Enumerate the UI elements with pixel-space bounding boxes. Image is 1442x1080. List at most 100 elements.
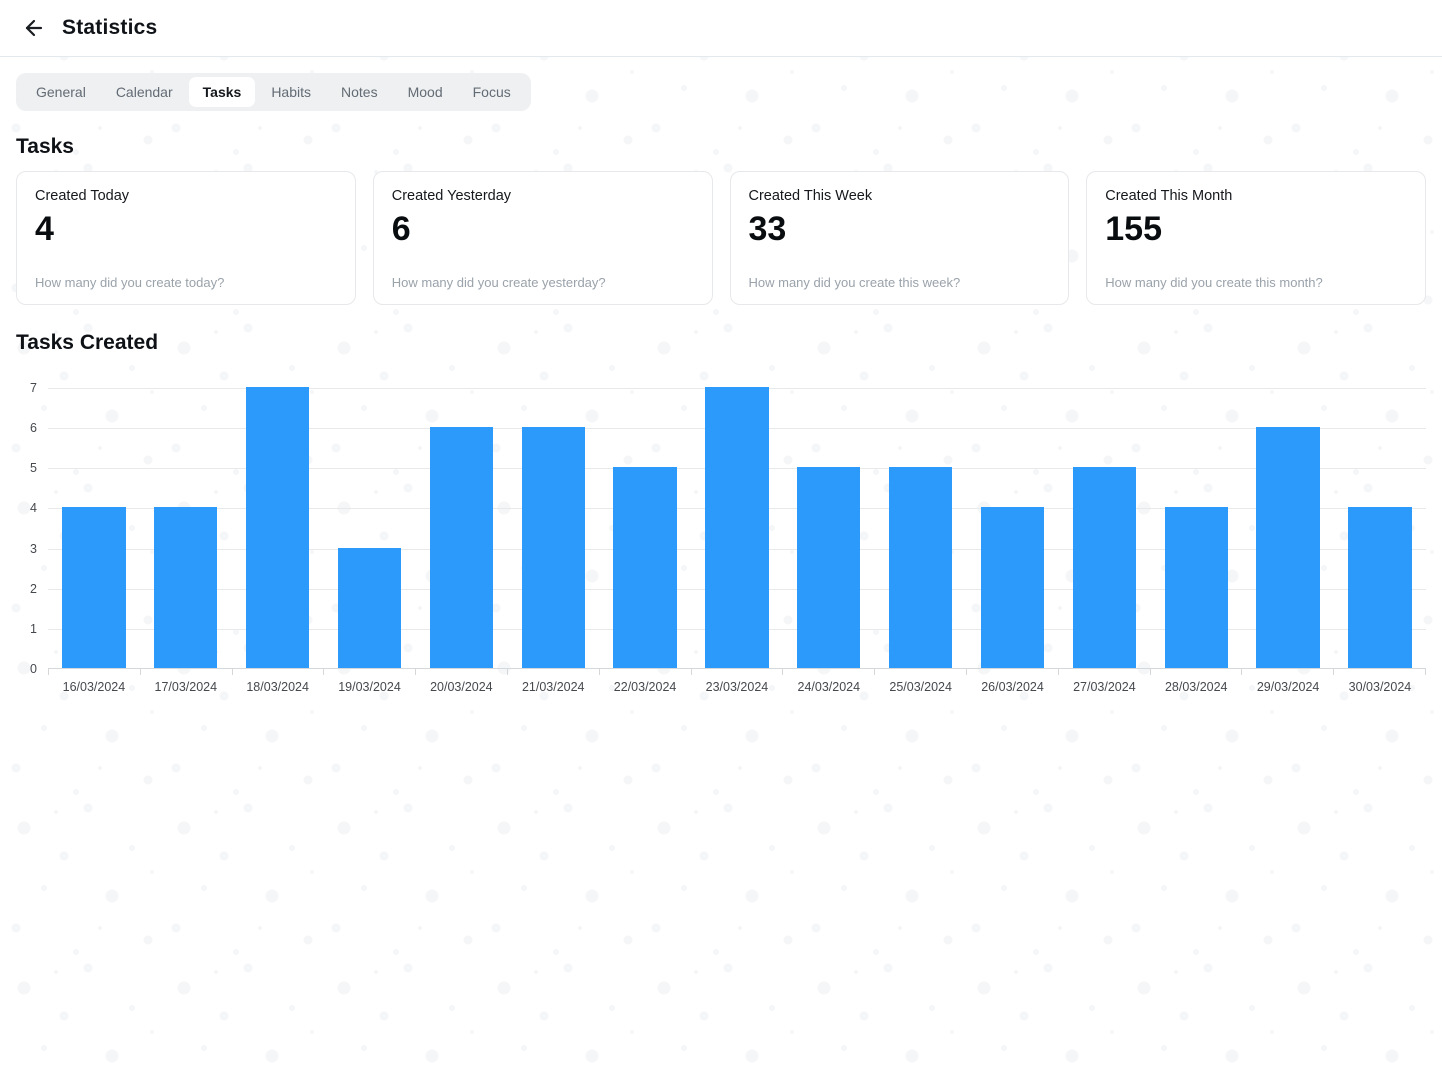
page-title: Statistics — [62, 16, 158, 39]
y-axis-label: 7 — [30, 380, 37, 395]
x-tick — [692, 669, 784, 675]
stat-card-created-this-month: Created This Month 155 How many did you cr… — [1086, 171, 1426, 305]
chart-bars — [48, 387, 1426, 668]
x-axis-label: 16/03/2024 — [62, 680, 126, 694]
bar-slot — [599, 388, 691, 668]
y-axis-label: 2 — [30, 581, 37, 596]
stat-card-value: 155 — [1105, 210, 1162, 248]
bar-slot — [1150, 388, 1242, 668]
bar-slot — [967, 388, 1059, 668]
bar-slot — [48, 388, 140, 668]
x-axis-label: 19/03/2024 — [338, 680, 401, 694]
y-axis-label: 6 — [30, 420, 37, 435]
stat-card-subtitle: How many did you create this month? — [1105, 275, 1323, 290]
x-axis-label: 24/03/2024 — [797, 680, 861, 694]
bar-slot — [232, 387, 324, 668]
chart-bar — [613, 467, 677, 668]
bar-slot — [507, 388, 599, 668]
stat-card-value: 33 — [748, 210, 787, 248]
x-axis-label: 20/03/2024 — [430, 680, 493, 694]
bar-slot — [1334, 388, 1426, 668]
x-axis-label: 22/03/2024 — [613, 680, 677, 694]
stat-card-subtitle: How many did you create yesterday? — [391, 275, 606, 290]
x-tick — [1334, 669, 1426, 675]
bar-slot — [875, 388, 967, 668]
x-axis-label: 30/03/2024 — [1348, 680, 1412, 694]
stat-card-created-yesterday: Created Yesterday 6 How many did you creat… — [372, 171, 713, 305]
chart-bar — [245, 387, 310, 668]
x-tick — [875, 669, 967, 675]
y-axis-label: 3 — [30, 541, 37, 556]
chart-x-labels: 16/03/2024 17/03/2024 18/03/2024 19/03/2024… — [48, 680, 1426, 694]
back-button[interactable] — [16, 10, 52, 46]
chart-bar — [337, 547, 402, 668]
x-tick — [508, 669, 600, 675]
chart-bar — [154, 507, 218, 668]
app-header: Statistics — [0, 0, 1442, 57]
chart-bar — [1072, 467, 1137, 668]
main-content: General Calendar Tasks Habits Notes Mood Focus… — [0, 57, 1442, 694]
chart-bar — [797, 467, 861, 668]
x-tick — [49, 669, 141, 675]
x-axis-label: 26/03/2024 — [981, 680, 1044, 694]
x-tick — [967, 669, 1059, 675]
bar-slot — [140, 388, 232, 668]
stat-card-value: 4 — [35, 210, 54, 248]
chart-bar — [62, 507, 126, 668]
stat-cards-row: Created Today 4 How many did you create to… — [16, 171, 1426, 305]
chart-bar — [888, 467, 953, 668]
stat-card-title: Created This Week — [748, 188, 873, 204]
x-tick — [141, 669, 233, 675]
chart-bar — [705, 387, 769, 668]
chart-bar — [1256, 427, 1320, 668]
x-axis-label: 25/03/2024 — [889, 680, 952, 694]
x-axis-label: 18/03/2024 — [246, 680, 309, 694]
y-axis-label: 4 — [30, 501, 37, 516]
x-axis-label: 23/03/2024 — [705, 680, 769, 694]
chart-plot-area — [48, 387, 1426, 669]
tab-general[interactable]: General — [22, 77, 100, 107]
chart-plot-column: 16/03/2024 17/03/2024 18/03/2024 19/03/2024… — [48, 387, 1426, 694]
chart-bar — [429, 427, 494, 668]
bar-slot — [415, 388, 507, 668]
tab-mood[interactable]: Mood — [394, 77, 457, 107]
x-axis-label: 28/03/2024 — [1164, 680, 1228, 694]
x-tick — [783, 669, 876, 675]
tab-tasks[interactable]: Tasks — [188, 77, 256, 107]
x-tick — [600, 669, 692, 675]
chart-x-ticks — [48, 669, 1426, 675]
stat-card-value: 6 — [391, 210, 411, 248]
bar-slot — [691, 387, 783, 668]
y-axis-label: 5 — [30, 461, 37, 476]
bar-slot — [1242, 388, 1334, 668]
stat-card-subtitle: How many did you create today? — [35, 275, 225, 290]
tab-notes[interactable]: Notes — [327, 77, 392, 107]
x-axis-label: 27/03/2024 — [1073, 680, 1136, 694]
chart-bar — [1348, 507, 1412, 668]
chart-bar — [1164, 507, 1228, 668]
y-axis-label: 0 — [30, 661, 37, 676]
stat-card-title: Created Yesterday — [391, 188, 512, 204]
section-heading-tasks: Tasks — [16, 135, 74, 158]
x-tick — [1151, 669, 1243, 675]
chart-bar — [521, 427, 585, 668]
stat-card-created-this-week: Created This Week 33 How many did you crea… — [729, 171, 1070, 305]
arrow-left-icon — [22, 16, 46, 40]
stat-card-created-today: Created Today 4 How many did you create to… — [16, 171, 356, 305]
tab-focus[interactable]: Focus — [459, 77, 525, 107]
x-tick — [1059, 669, 1151, 675]
y-axis-label: 1 — [30, 621, 37, 636]
tab-habits[interactable]: Habits — [257, 77, 325, 107]
stat-card-subtitle: How many did you create this week? — [748, 275, 961, 290]
x-tick — [324, 669, 417, 675]
bar-slot — [783, 388, 875, 668]
bar-slot — [1058, 388, 1150, 668]
x-axis-label: 17/03/2024 — [154, 680, 218, 694]
x-tick — [233, 669, 325, 675]
x-axis-label: 29/03/2024 — [1256, 680, 1320, 694]
tab-calendar[interactable]: Calendar — [102, 77, 187, 107]
chart-bar — [980, 507, 1045, 668]
section-heading-tasks-created: Tasks Created — [16, 331, 159, 354]
bar-slot — [324, 388, 416, 668]
